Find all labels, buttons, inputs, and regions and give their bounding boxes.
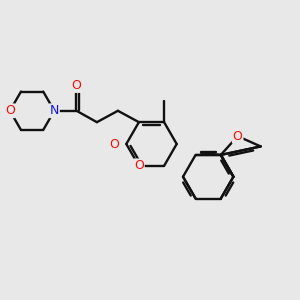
Text: O: O <box>72 79 81 92</box>
Text: O: O <box>233 130 243 143</box>
Text: O: O <box>134 159 144 172</box>
Text: O: O <box>5 104 15 117</box>
Text: O: O <box>109 137 118 151</box>
Text: N: N <box>50 104 59 117</box>
